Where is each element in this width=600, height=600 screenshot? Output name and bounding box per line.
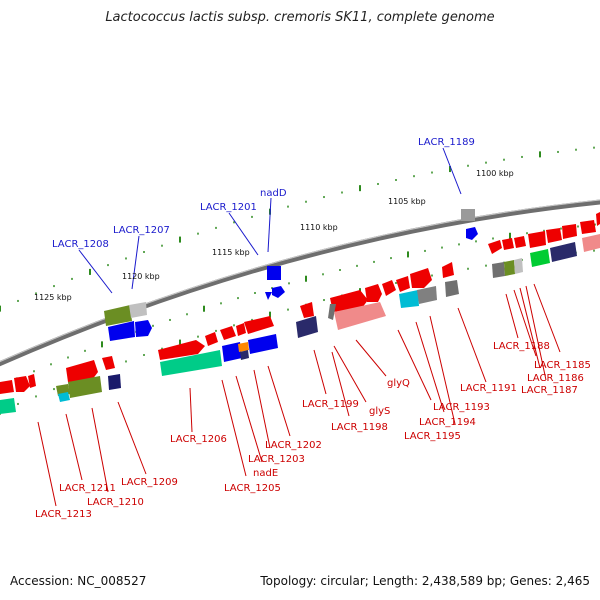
gene-label-glyq: glyQ	[387, 378, 410, 389]
gene-label-lacr-1201: LACR_1201	[200, 202, 257, 213]
scale-label-1100: 1100 kbp	[476, 169, 514, 178]
gene-label-lacr-1210: LACR_1210	[87, 497, 144, 508]
gene-label-nadd: nadD	[260, 188, 287, 199]
gene-nadd	[265, 266, 285, 300]
map-title: Lactococcus lactis subsp. cremoris SK11,…	[105, 10, 495, 25]
gene-label-lacr-1205: LACR_1205	[224, 483, 281, 494]
gene-lacr-1189	[461, 209, 478, 240]
outer-gene-track	[104, 209, 600, 341]
gene-label-nade: nadE	[253, 468, 278, 479]
gene-label-lacr-1185: LACR_1185	[534, 360, 591, 371]
gene-group-right-top	[442, 212, 600, 297]
gene-label-lacr-1189: LACR_1189	[418, 137, 475, 148]
inner-leader-lines	[37, 283, 561, 507]
gene-label-lacr-1194: LACR_1194	[419, 417, 476, 428]
outer-leader-lines	[78, 147, 462, 294]
genome-backbone-highlight	[0, 199, 600, 363]
gene-label-lacr-1198: LACR_1198	[331, 422, 388, 433]
gene-label-lacr-1208: LACR_1208	[52, 239, 109, 250]
gene-label-lacr-1203: LACR_1203	[248, 454, 305, 465]
gene-label-lacr-1206: LACR_1206	[170, 434, 227, 445]
gene-group-left	[0, 356, 121, 414]
inner-gene-track	[0, 316, 278, 414]
scale-label-1120: 1120 kbp	[122, 272, 160, 281]
gene-label-lacr-1195: LACR_1195	[404, 431, 461, 442]
gene-label-lacr-1213: LACR_1213	[35, 509, 92, 520]
gene-label-glys: glyS	[369, 406, 390, 417]
gene-label-lacr-1186: LACR_1186	[527, 373, 584, 384]
gene-label-lacr-1202: LACR_1202	[265, 440, 322, 451]
gene-group-center	[158, 316, 278, 376]
gene-label-lacr-1199: LACR_1199	[302, 399, 359, 410]
gene-label-lacr-1187: LACR_1187	[521, 385, 578, 396]
scale-label-1125: 1125 kbp	[34, 293, 72, 302]
gene-lacr-1207-1208	[104, 302, 152, 341]
gene-label-lacr-1188: LACR_1188	[493, 341, 550, 352]
gene-label-lacr-1191: LACR_1191	[460, 383, 517, 394]
gene-label-lacr-1209: LACR_1209	[121, 477, 178, 488]
gene-group-right-mid	[296, 268, 437, 338]
gene-label-lacr-1193: LACR_1193	[433, 402, 490, 413]
scale-label-1115: 1115 kbp	[212, 248, 250, 257]
gene-label-lacr-1211: LACR_1211	[59, 483, 116, 494]
scale-label-1110: 1110 kbp	[300, 223, 338, 232]
accession-text: Accession: NC_008527	[10, 574, 147, 588]
gene-label-lacr-1207: LACR_1207	[113, 225, 170, 236]
genome-backbone	[0, 199, 600, 367]
scale-label-1105: 1105 kbp	[388, 197, 426, 206]
topology-text: Topology: circular; Length: 2,438,589 bp…	[260, 574, 590, 588]
